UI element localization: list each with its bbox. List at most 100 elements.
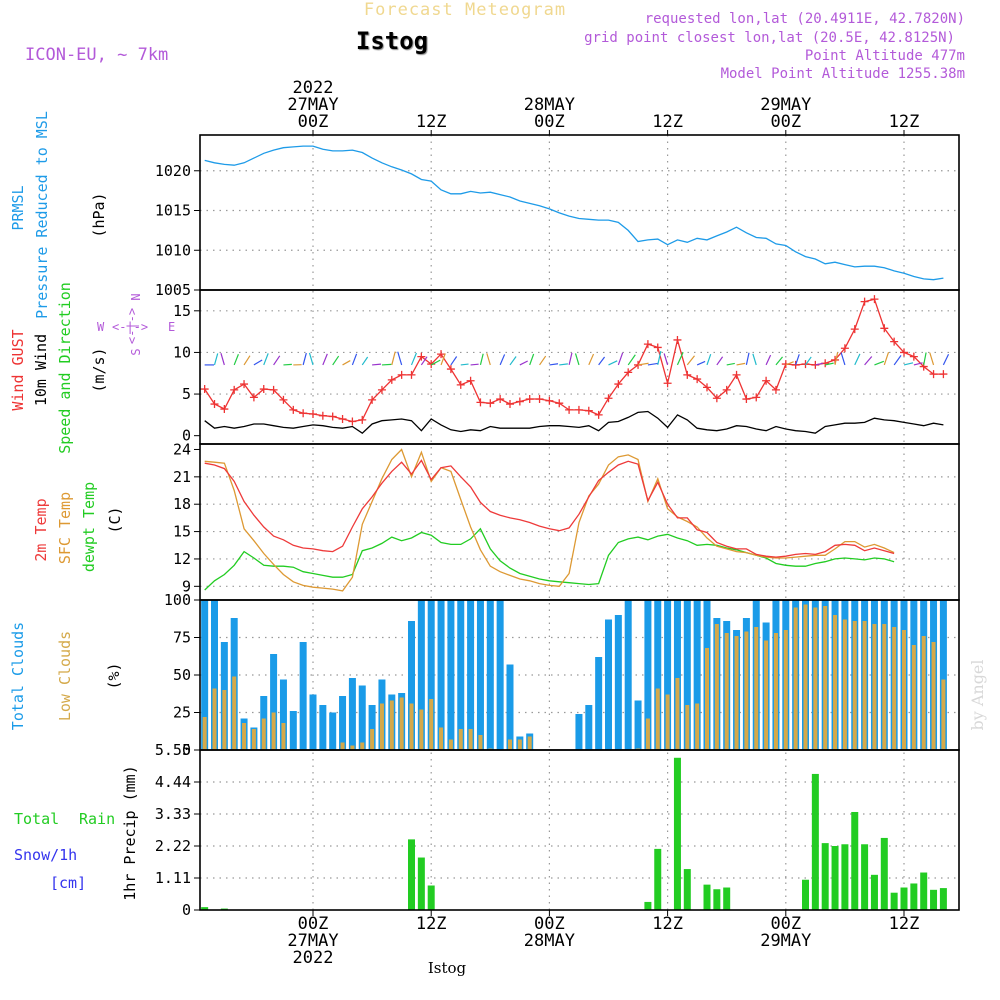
wind-arrow (588, 353, 595, 366)
wind-arrow (342, 360, 351, 366)
plot-layer: 1020101510101005151050242118151291007550… (155, 78, 960, 968)
gust-marker (653, 343, 662, 352)
total-cloud-bar (575, 714, 583, 750)
gust-marker (643, 340, 652, 349)
precip-bar (802, 879, 809, 910)
precip-bar (408, 839, 415, 910)
wind-arrow (253, 359, 263, 366)
precip-tick-label: 2.22 (155, 837, 191, 855)
total-cloud-bar (358, 685, 366, 750)
bottom-time-label: 00Z (770, 914, 801, 934)
total-cloud-bar (289, 711, 297, 750)
gust-marker (358, 415, 367, 424)
low-cloud-bar (892, 627, 897, 750)
cloud-labels: Total Clouds Low Clouds (%) (9, 622, 123, 730)
gust-marker (574, 405, 583, 414)
wind-arrow (716, 356, 724, 366)
precip-bar (713, 889, 721, 910)
low-cloud-bar (744, 631, 749, 750)
precip-bar (851, 811, 859, 910)
precip-bar (920, 872, 928, 910)
temp2m-label: 2m Temp (32, 498, 50, 561)
wind-arrow (499, 354, 506, 366)
total-cloud-bar (634, 700, 642, 750)
low-cloud-bar (724, 633, 729, 750)
wind-arrow (637, 362, 649, 366)
precip-bar (939, 888, 947, 910)
low-cloud-bar (439, 727, 444, 750)
pressure-labels: PRMSL Pressure Reduced to MSL (hPa) (9, 111, 108, 319)
wind-arrow (834, 352, 839, 366)
wind-arrow (213, 353, 219, 366)
low-cloud-bar (675, 678, 680, 750)
low-cloud-bar (389, 700, 394, 750)
total-cloud-bar (339, 696, 347, 750)
precip-bar (673, 757, 681, 910)
total-cloud-bar (496, 600, 504, 750)
total-cloud-bar (595, 657, 603, 750)
compass-rose: N S W E <-|-> <-|-> (97, 293, 175, 355)
bottom-time-label: 28MAY (524, 931, 575, 951)
low-cloud-bar (911, 645, 916, 750)
gust-marker (762, 376, 771, 385)
low-cloud-bar (399, 697, 404, 750)
pressure-frame (199, 134, 960, 291)
grid-point-coords: grid point closest lon,lat (20.5E, 42.81… (584, 30, 955, 46)
requested-coords: requested lon,lat (20.4911E, 42.7820N) (645, 11, 965, 27)
precip-bar (703, 884, 711, 910)
wind-tick-label: 0 (182, 427, 191, 445)
wind-arrow (391, 351, 396, 366)
low-cloud-bar (429, 699, 434, 750)
wind-arrow (273, 355, 281, 366)
precip-bar (654, 848, 662, 910)
wind-arrow (420, 356, 428, 366)
wind-arrow (785, 361, 794, 366)
clouds-tick-label: 25 (173, 704, 191, 722)
wind-arrow (864, 356, 873, 366)
footer-location: Istog (428, 959, 467, 977)
precip-tick-label: 3.33 (155, 805, 191, 823)
low-cloud-bar (478, 735, 483, 750)
wind-frame (199, 289, 960, 445)
wind-arrow (372, 363, 382, 366)
precip-bar (831, 846, 839, 910)
low-cloud-bar (902, 630, 906, 750)
wind-tick-label: 5 (182, 385, 191, 403)
total-cloud-bar (614, 615, 622, 750)
gust-marker (742, 395, 751, 404)
wind-arrow (913, 362, 923, 366)
gust-marker (791, 360, 800, 369)
total-cloud-bar (939, 600, 947, 750)
wind-arrow (479, 353, 484, 366)
hpa-units: (hPa) (90, 192, 108, 237)
temp-tick-label: 15 (173, 523, 191, 541)
gust-marker (840, 344, 849, 353)
cm-label: [cm] (50, 874, 86, 892)
precip-bar (930, 889, 938, 910)
low-cloud-bar (734, 636, 739, 750)
gust-marker (289, 405, 298, 414)
low-cloud-bar (281, 723, 286, 750)
bottom-time-label: 27MAY (287, 931, 338, 951)
gust-marker (860, 297, 869, 306)
low-cloud-bar (251, 729, 256, 750)
total-cloud-bar (447, 600, 455, 750)
top-time-label: 28MAY (524, 95, 575, 115)
location-title: Istog (356, 27, 428, 55)
bottom-time-label: 00Z (298, 914, 329, 934)
low-cloud-bar (852, 621, 857, 750)
low-cloud-bar (527, 736, 532, 750)
wind-arrow (676, 351, 684, 366)
speed-dir-label: Speed and Direction (56, 282, 74, 454)
precip-tick-label: 5.55 (155, 741, 191, 759)
total-cloud-bar (673, 600, 681, 750)
gust-marker (200, 385, 209, 394)
gust-marker (348, 417, 357, 426)
precip-bar (910, 883, 918, 910)
total-cloud-bar (437, 600, 445, 750)
temp-tick-label: 9 (182, 577, 191, 595)
compass-vertical: <-|-> (125, 308, 139, 344)
low-cloud-bar (931, 642, 936, 750)
precip-bar (880, 837, 888, 910)
temp2m-line (204, 459, 895, 558)
